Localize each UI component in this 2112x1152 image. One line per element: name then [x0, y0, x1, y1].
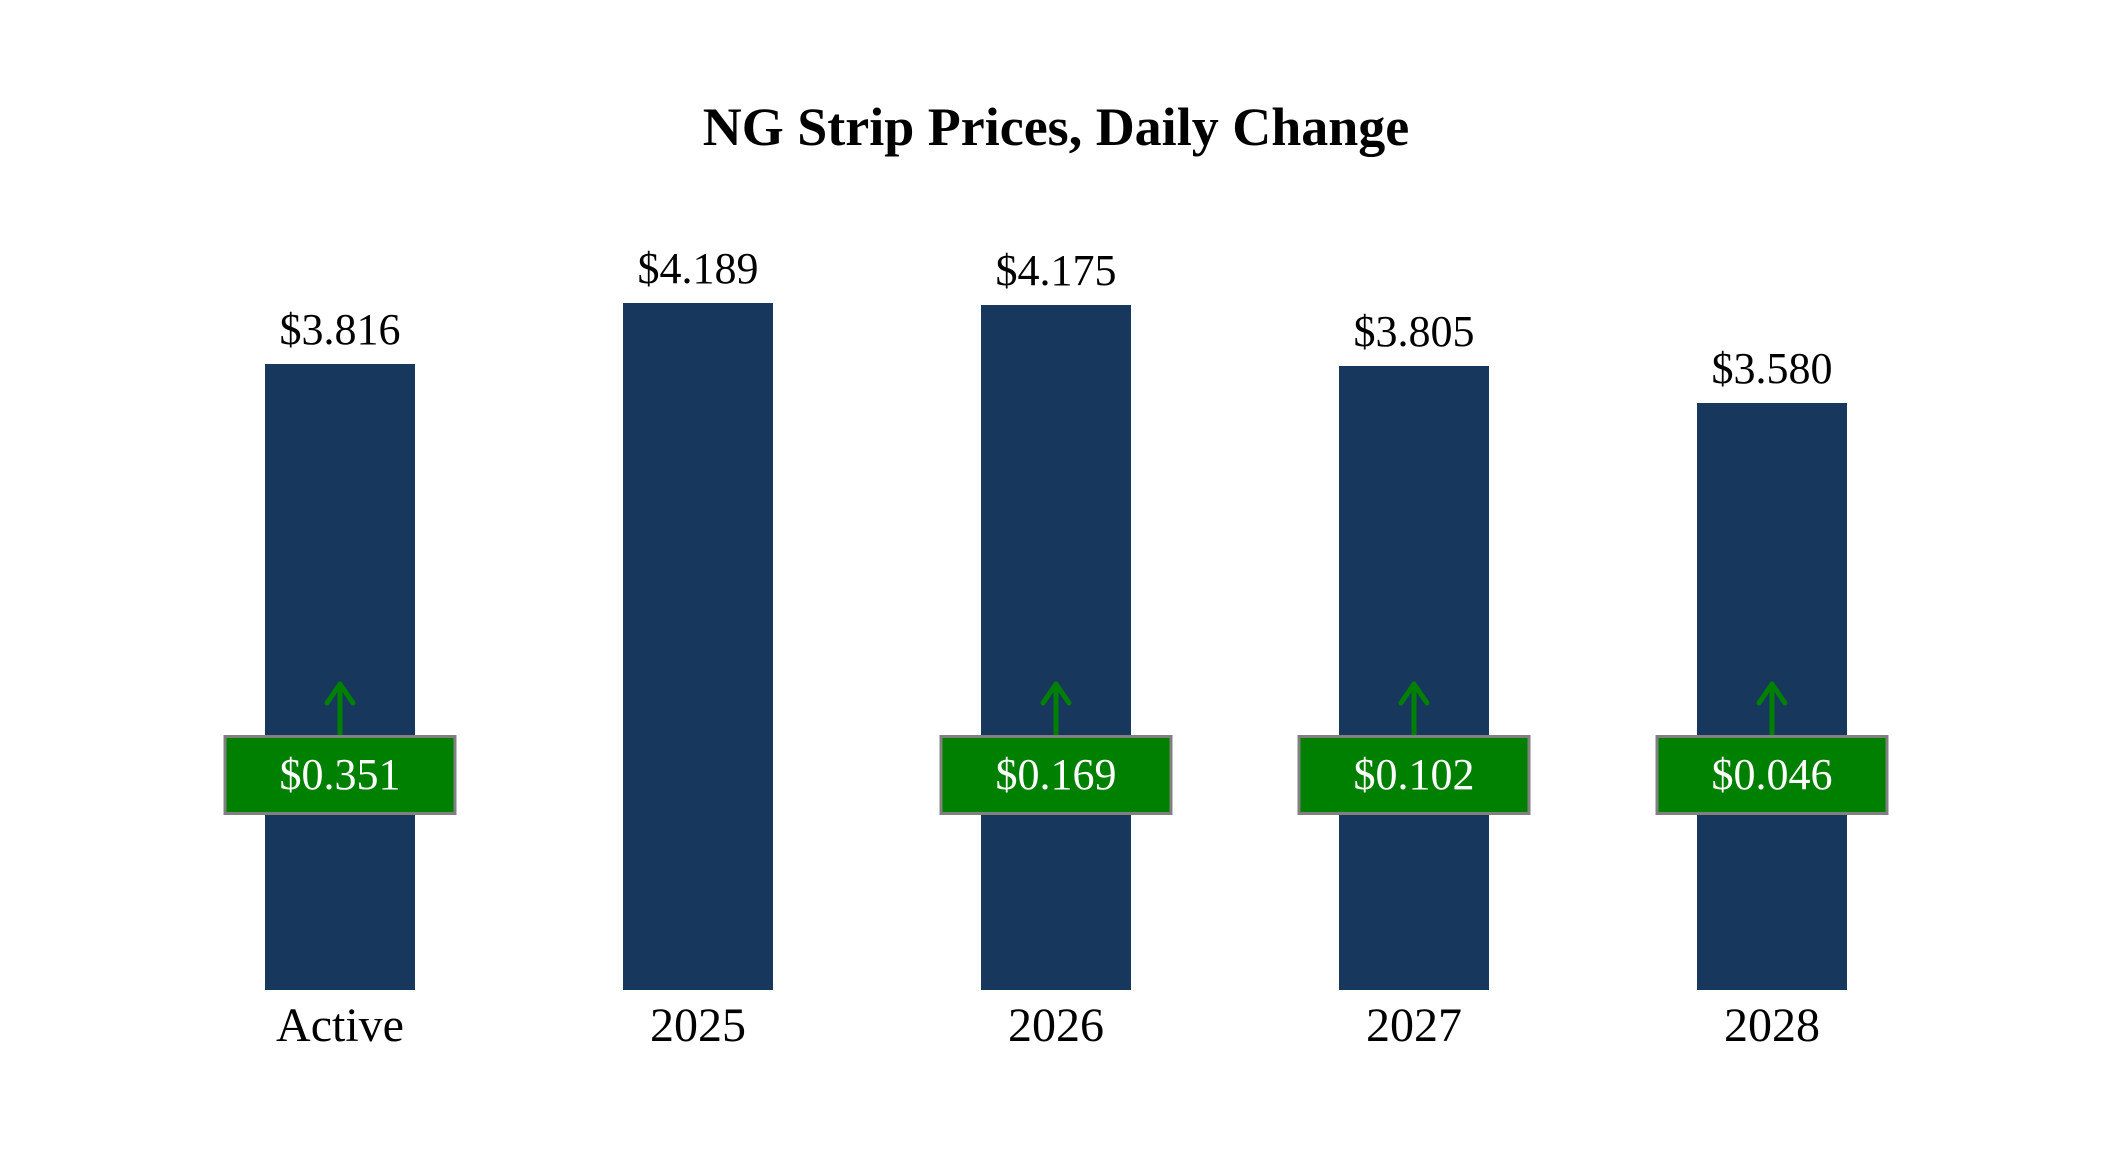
price-bar — [1339, 366, 1489, 990]
price-bar — [265, 364, 415, 990]
category-label: Active — [276, 999, 404, 1052]
chart-title: NG Strip Prices, Daily Change — [702, 97, 1410, 157]
bar-group-2027: $3.805 $0.102 2027 — [1235, 0, 1593, 1152]
up-arrow-icon — [1756, 681, 1788, 735]
up-arrow-icon — [1398, 681, 1430, 735]
daily-change-badge: $0.102 — [1297, 735, 1531, 815]
category-label: 2028 — [1724, 999, 1820, 1052]
category-label: 2025 — [650, 999, 746, 1052]
category-label: 2027 — [1366, 999, 1462, 1052]
up-arrow-icon — [1040, 681, 1072, 735]
daily-change-badge: $0.351 — [223, 735, 457, 815]
daily-change-badge: $0.046 — [1655, 735, 1889, 815]
bar-group-active: $3.816 $0.351 Active — [161, 0, 519, 1152]
bar-group-2026: $4.175 $0.169 2026 — [877, 0, 1235, 1152]
bar-value-label: $3.816 — [279, 305, 401, 354]
bar-value-label: $4.175 — [995, 246, 1117, 295]
daily-change-badge: $0.169 — [939, 735, 1173, 815]
category-label: 2026 — [1008, 999, 1104, 1052]
bar-value-label: $3.580 — [1711, 344, 1833, 393]
up-arrow-icon — [324, 681, 356, 735]
bar-group-2025: $4.189 2025 — [519, 0, 877, 1152]
bar-value-label: $4.189 — [637, 244, 759, 293]
bar-value-label: $3.805 — [1353, 307, 1475, 356]
price-bar — [623, 303, 773, 990]
price-bar — [981, 305, 1131, 990]
bar-group-2028: $3.580 $0.046 2028 — [1593, 0, 1951, 1152]
